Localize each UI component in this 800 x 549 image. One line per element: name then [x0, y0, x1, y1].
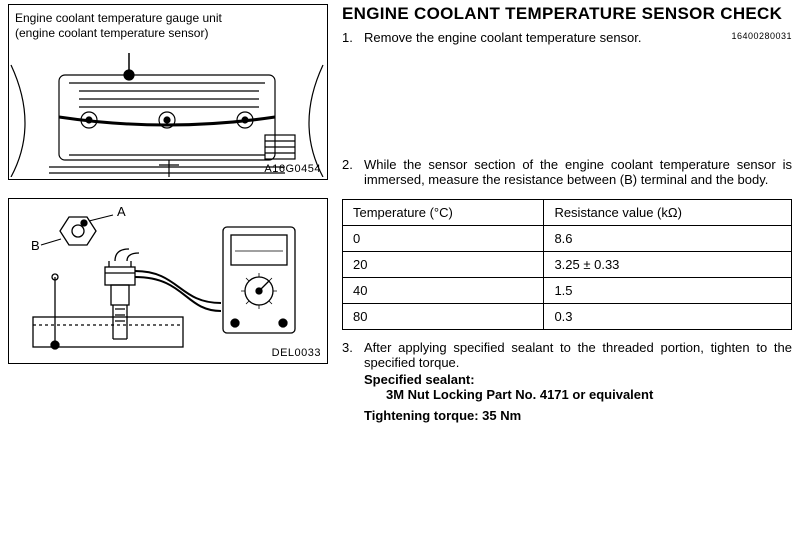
step-3: 3. After applying specified sealant to t… [342, 340, 792, 370]
spec-torque: Tightening torque: 35 Nm [364, 408, 792, 423]
cell-temp: 40 [343, 278, 544, 304]
table-row: 80 0.3 [343, 304, 792, 330]
figure2-ref: DEL0033 [272, 347, 321, 359]
figure1-caption-line1: Engine coolant temperature gauge unit [15, 11, 222, 25]
step-2: 2. While the sensor section of the engin… [342, 157, 792, 187]
step-1-number: 1. [342, 30, 364, 45]
step-2-text: While the sensor section of the engine c… [364, 157, 792, 187]
cell-temp: 20 [343, 252, 544, 278]
cell-res: 3.25 ± 0.33 [544, 252, 792, 278]
fig2-label-b: B [31, 238, 40, 253]
measurement-diagram-svg: A B [9, 199, 325, 361]
col-resistance: Resistance value (kΩ) [544, 200, 792, 226]
step-2-number: 2. [342, 157, 364, 187]
figure-measurement: A B DEL0033 [8, 198, 328, 364]
spec-sealant-value: 3M Nut Locking Part No. 4171 or equivale… [386, 387, 792, 402]
figure1-ref: A16G0454 [264, 163, 321, 175]
cell-temp: 0 [343, 226, 544, 252]
table-row: 20 3.25 ± 0.33 [343, 252, 792, 278]
cell-res: 8.6 [544, 226, 792, 252]
spec-sealant-label: Specified sealant: [364, 372, 792, 387]
fig2-label-a: A [117, 204, 126, 219]
table-header-row: Temperature (°C) Resistance value (kΩ) [343, 200, 792, 226]
figure1-caption: Engine coolant temperature gauge unit (e… [15, 11, 222, 41]
table-row: 0 8.6 [343, 226, 792, 252]
step-3-number: 3. [342, 340, 364, 370]
cell-res: 0.3 [544, 304, 792, 330]
col-temperature: Temperature (°C) [343, 200, 544, 226]
doc-ref-number: 16400280031 [731, 31, 792, 41]
table-row: 40 1.5 [343, 278, 792, 304]
section-heading: ENGINE COOLANT TEMPERATURE SENSOR CHECK [342, 4, 782, 24]
cell-temp: 80 [343, 304, 544, 330]
step-1-text: Remove the engine coolant temperature se… [364, 30, 731, 45]
step-3-text: After applying specified sealant to the … [364, 340, 792, 370]
figure-engine-location: Engine coolant temperature gauge unit (e… [8, 4, 328, 180]
cell-res: 1.5 [544, 278, 792, 304]
resistance-table: Temperature (°C) Resistance value (kΩ) 0… [342, 199, 792, 330]
step-1: 1. Remove the engine coolant temperature… [342, 30, 731, 45]
figure1-caption-line2: (engine coolant temperature sensor) [15, 26, 208, 40]
